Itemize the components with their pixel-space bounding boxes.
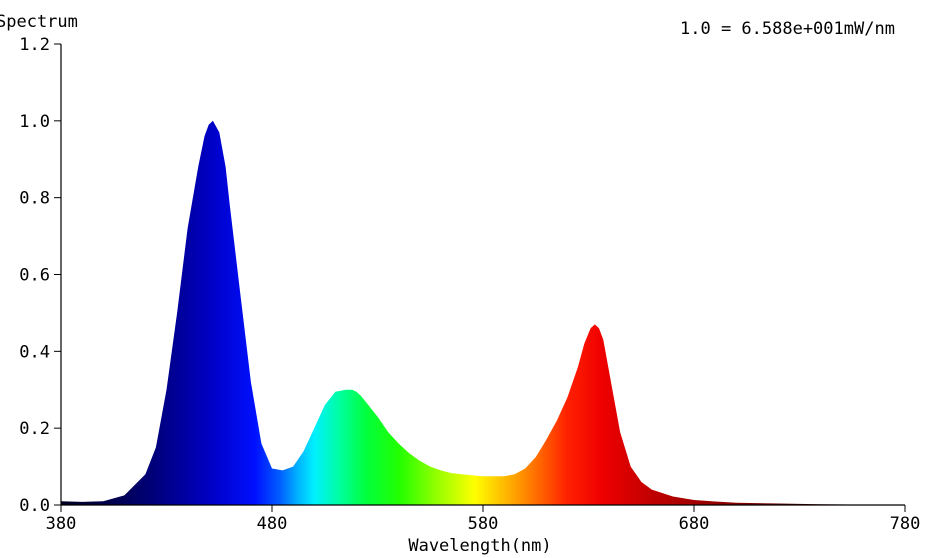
y-tick-label: 1.2 xyxy=(19,35,50,55)
chart-title: Spectrum xyxy=(0,12,78,32)
x-tick-label: 780 xyxy=(890,514,921,534)
x-axis-title: Wavelength(nm) xyxy=(408,536,551,556)
y-tick-label: 0.6 xyxy=(19,266,50,286)
x-tick-label: 480 xyxy=(257,514,288,534)
y-tick-label: 1.0 xyxy=(19,112,50,132)
x-tick-label: 680 xyxy=(679,514,710,534)
y-tick-label: 0.4 xyxy=(19,342,50,362)
scale-note: 1.0 = 6.588e+001mW/nm xyxy=(680,19,895,39)
spectrum-area xyxy=(61,120,905,506)
spectrum-series-area xyxy=(61,120,905,506)
y-tick-label: 0.2 xyxy=(19,419,50,439)
axes: 0.0 0.2 0.4 0.6 0.8 1.0 1.2 380 480 580 680 780 xyxy=(19,35,920,534)
x-tick-label: 580 xyxy=(468,514,499,534)
y-tick-label: 0.0 xyxy=(19,496,50,516)
x-tick-label: 380 xyxy=(46,514,77,534)
y-tick-label: 0.8 xyxy=(19,189,50,209)
